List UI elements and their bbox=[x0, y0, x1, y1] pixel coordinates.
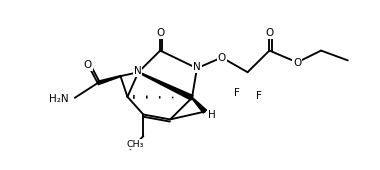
Polygon shape bbox=[192, 97, 206, 113]
Text: N: N bbox=[133, 66, 141, 76]
Text: O: O bbox=[218, 53, 226, 63]
Text: N: N bbox=[193, 62, 201, 72]
Polygon shape bbox=[97, 76, 121, 85]
Text: O: O bbox=[293, 58, 301, 68]
Text: F: F bbox=[234, 88, 240, 98]
Text: F: F bbox=[256, 91, 261, 101]
Text: O: O bbox=[265, 28, 274, 38]
Text: CH₃: CH₃ bbox=[127, 140, 144, 149]
Text: H: H bbox=[208, 109, 216, 120]
Text: O: O bbox=[156, 28, 164, 38]
Text: H₂N: H₂N bbox=[49, 94, 69, 104]
Polygon shape bbox=[138, 72, 193, 100]
Text: O: O bbox=[84, 60, 92, 70]
